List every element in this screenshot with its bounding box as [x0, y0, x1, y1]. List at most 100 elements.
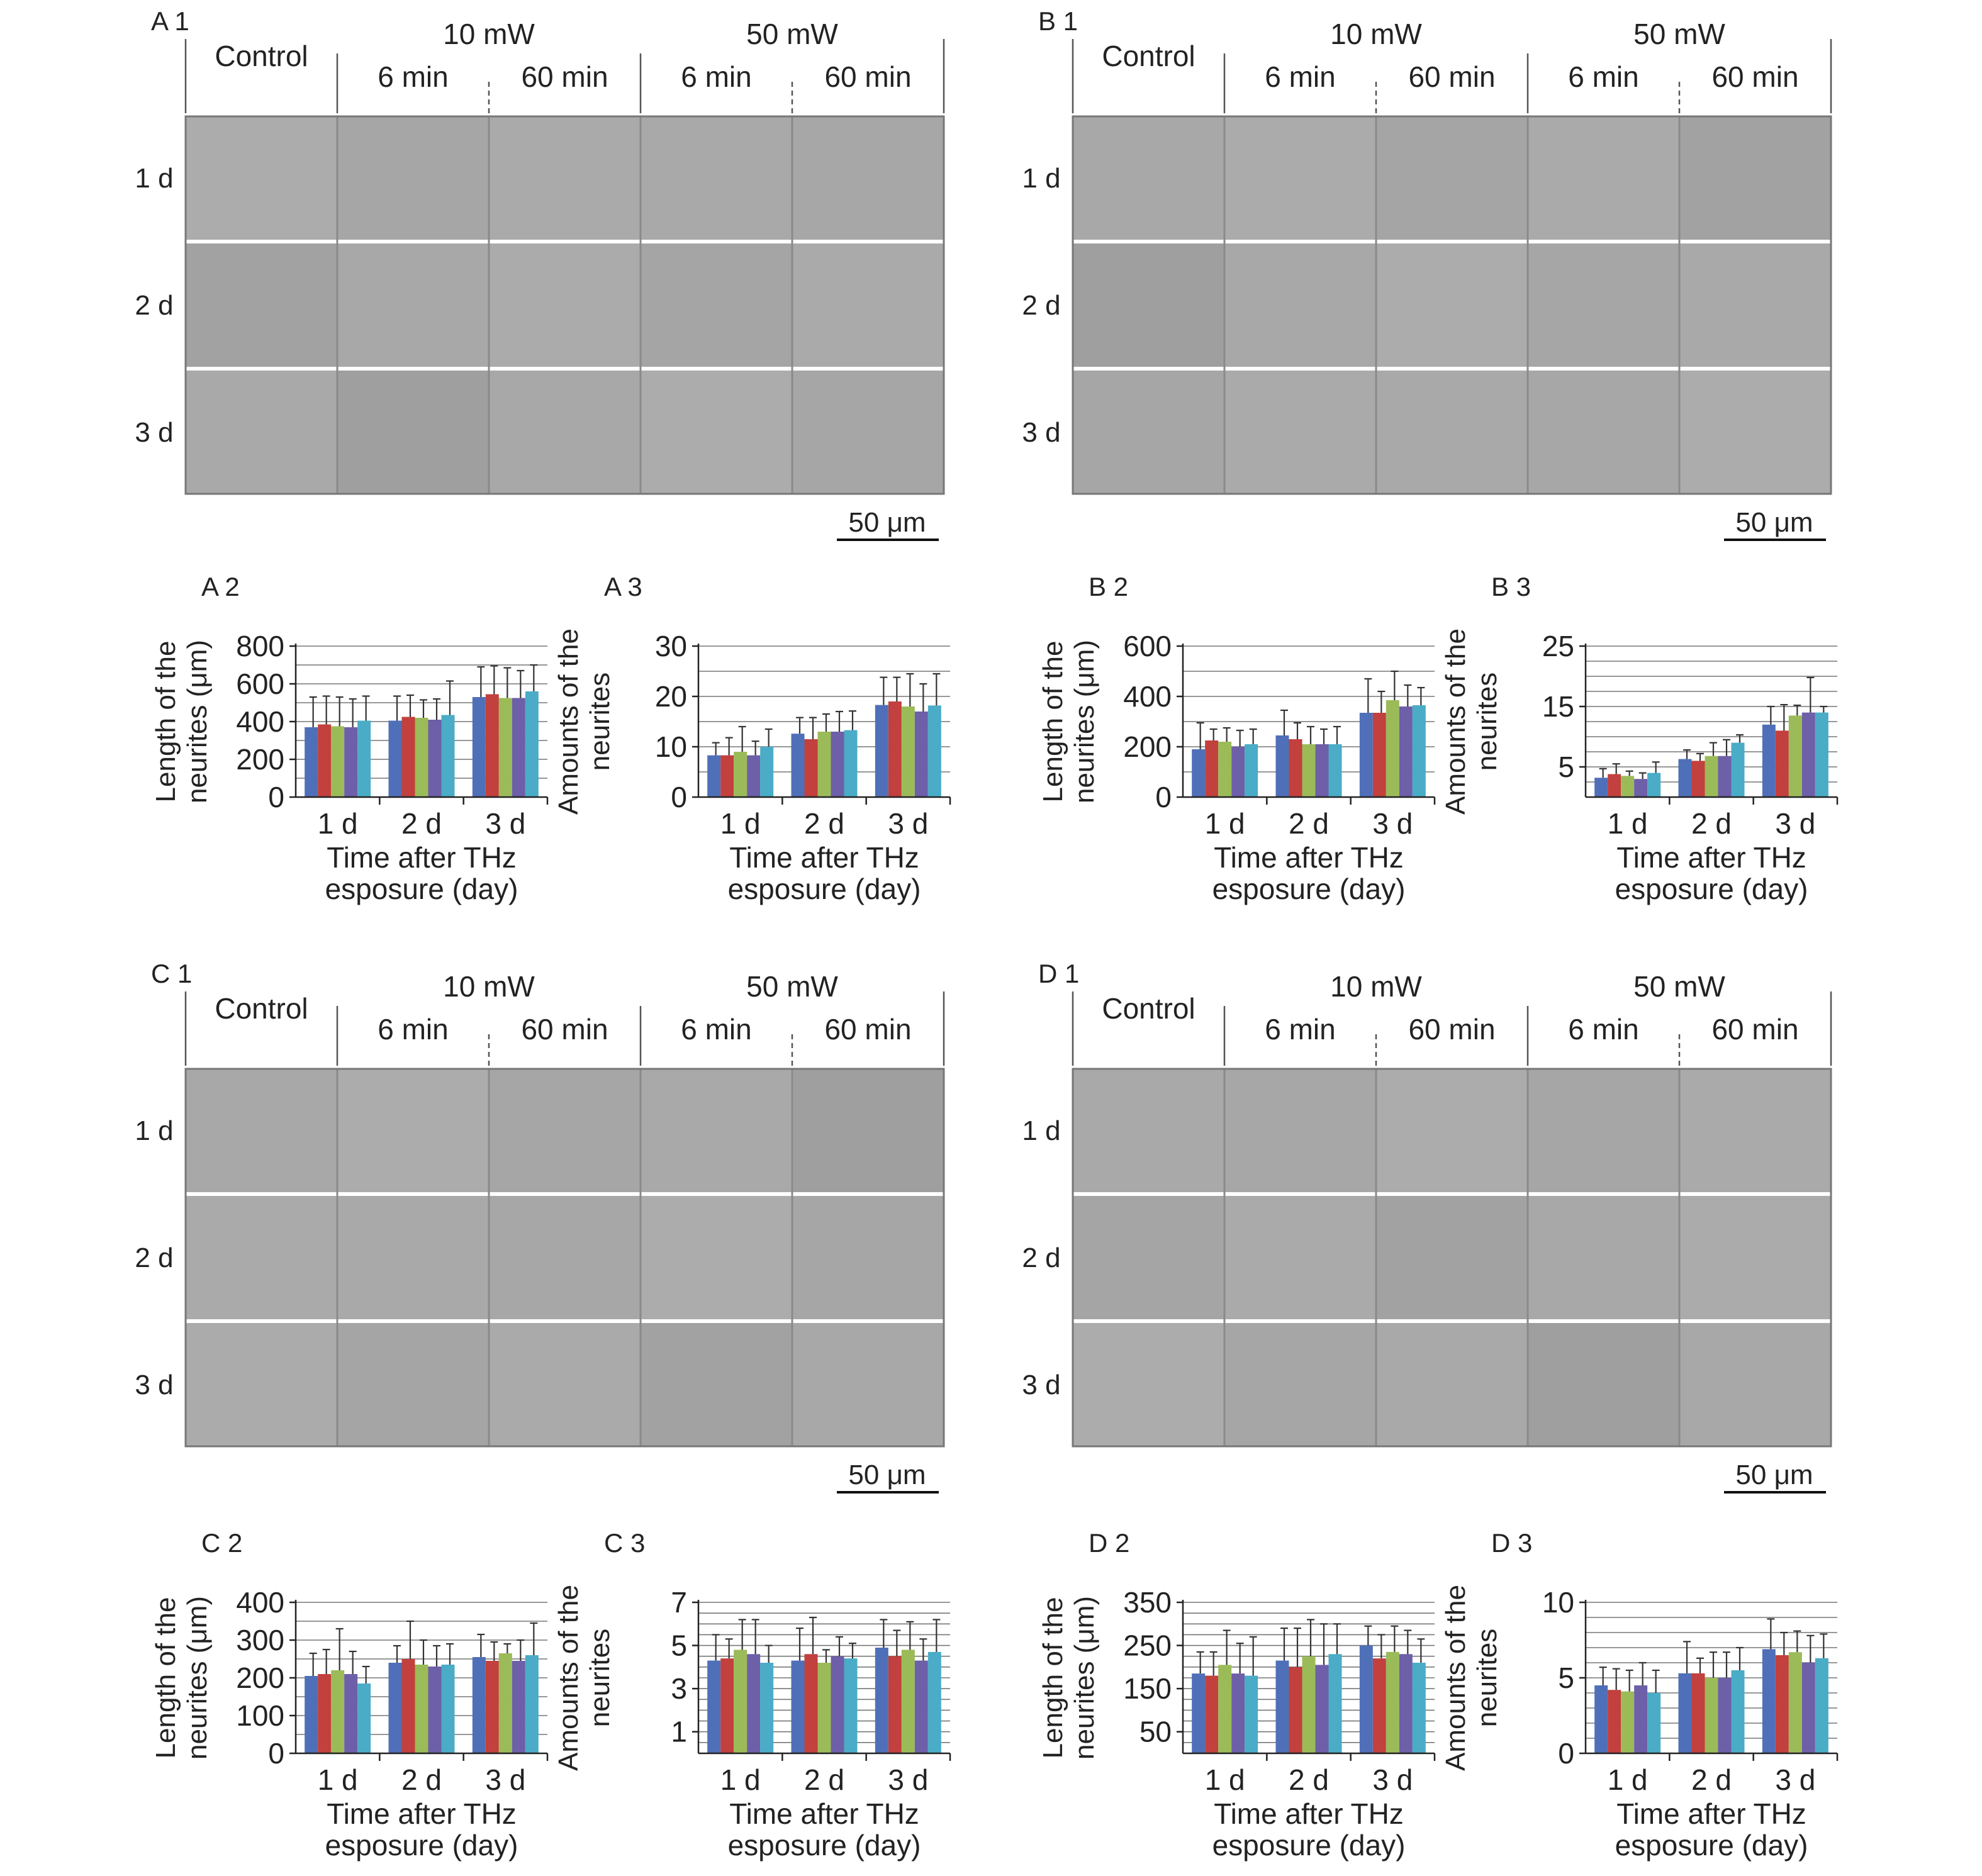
y-tick-label: 1 [671, 1716, 687, 1748]
y-tick-label: 30 [655, 630, 687, 662]
bar [318, 724, 332, 797]
column-header-10mw: 10 mW [1330, 970, 1422, 1003]
bar [1302, 1656, 1316, 1753]
column-header-50mw: 50 mW [1633, 18, 1725, 50]
x-tick-label: 3 d [485, 807, 525, 840]
bar [1315, 744, 1329, 797]
micrograph-cell [792, 116, 944, 240]
micrograph-cell [641, 371, 792, 494]
bar [1801, 712, 1815, 797]
scale-bar-label: 50 μm [848, 507, 926, 538]
y-tick-label: 5 [1558, 751, 1574, 783]
row-label: 3 d [1022, 417, 1060, 448]
bar [1634, 779, 1648, 797]
micrograph-cell [1073, 1069, 1224, 1192]
row-label: 2 d [135, 1242, 173, 1273]
y-axis-label: neurites [1472, 1629, 1503, 1728]
panel-label: A 3 [604, 572, 642, 601]
row-label: 1 d [1022, 1115, 1060, 1146]
bar [914, 712, 928, 797]
panel-label: A 2 [201, 572, 240, 601]
bar [441, 715, 455, 797]
bar [1231, 747, 1245, 797]
micrograph-cell [1528, 371, 1679, 494]
bar [388, 1663, 402, 1753]
bar [1399, 1654, 1413, 1753]
y-axis-label: Length of the [151, 1597, 181, 1759]
y-axis-label: neurites [585, 673, 615, 771]
micrograph-cell [792, 371, 944, 494]
bar [441, 1665, 455, 1753]
bar [1386, 700, 1399, 797]
bar [927, 705, 941, 797]
bar [720, 1658, 734, 1753]
micrograph-cell [337, 1196, 489, 1319]
micrograph-cell [337, 116, 489, 240]
x-tick-label: 3 d [1372, 807, 1413, 840]
bar [1762, 1649, 1776, 1753]
micrograph-cell [1073, 371, 1224, 494]
bar [1218, 742, 1232, 797]
column-header-control: Control [215, 40, 308, 72]
y-tick-label: 20 [655, 680, 687, 713]
bar [1788, 1652, 1802, 1753]
bar [1705, 756, 1718, 797]
x-axis-label: esposure (day) [1212, 873, 1406, 905]
y-axis-label: Amounts of the [1441, 1585, 1471, 1771]
micrograph-cell [186, 1069, 337, 1192]
panel-label: B 1 [1038, 6, 1078, 36]
bar [331, 1670, 345, 1753]
scale-bar-label: 50 μm [848, 1460, 926, 1490]
bar [305, 1676, 318, 1753]
bar [1621, 776, 1635, 797]
y-tick-label: 0 [671, 781, 687, 813]
column-header-10mw: 10 mW [443, 970, 535, 1003]
bar [927, 1651, 941, 1753]
micrograph-cell [1376, 371, 1528, 494]
bar [1731, 1670, 1745, 1753]
micrograph-cell [1073, 1196, 1224, 1319]
x-axis-label: esposure (day) [728, 873, 921, 905]
duration-label: 6 min [378, 1013, 448, 1046]
micrograph-cell [1376, 243, 1528, 367]
bar [1608, 1690, 1621, 1753]
micrograph-panel-c1: C 1 Control 10 mW 50 mW 6 min 60 min 6 min 60 m… [135, 959, 945, 1494]
bar [844, 730, 858, 797]
bar [901, 706, 915, 797]
column-header-50mw: 50 mW [1633, 970, 1725, 1003]
micrograph-cell [1679, 371, 1831, 494]
bar [1359, 1645, 1373, 1753]
bar [1815, 712, 1828, 797]
panel-label: C 2 [201, 1528, 242, 1558]
bar [512, 698, 525, 797]
micrograph-cell [641, 1196, 792, 1319]
bar [817, 1663, 831, 1753]
micrograph-panel-a1: A 1 Control 10 mW 50 mW 6 min 60 min 6 min 60 m… [135, 6, 945, 541]
bar [1775, 730, 1789, 797]
x-axis-label: esposure (day) [325, 873, 518, 905]
x-tick-label: 2 d [1691, 807, 1732, 840]
x-axis-label: Time after THz [327, 841, 517, 874]
y-axis-label: neurites [1472, 673, 1503, 771]
micrograph-cell [1224, 371, 1376, 494]
x-tick-label: 3 d [888, 1763, 928, 1796]
duration-label: 6 min [378, 60, 448, 93]
micrograph-cell [186, 243, 337, 367]
x-axis-label: esposure (day) [1615, 873, 1808, 905]
x-axis-label: Time after THz [1616, 1797, 1806, 1830]
micrograph-cell [1528, 116, 1679, 240]
bar [1801, 1663, 1815, 1753]
duration-label: 6 min [681, 60, 751, 93]
micrograph-cell [489, 371, 641, 494]
x-tick-label: 3 d [1775, 1763, 1815, 1796]
column-header-50mw: 50 mW [746, 18, 838, 50]
column-header-control: Control [1102, 40, 1195, 72]
panel-label: C 3 [604, 1528, 645, 1558]
micrograph-cell [1073, 1323, 1224, 1446]
bar [791, 734, 805, 797]
bar [357, 720, 371, 797]
